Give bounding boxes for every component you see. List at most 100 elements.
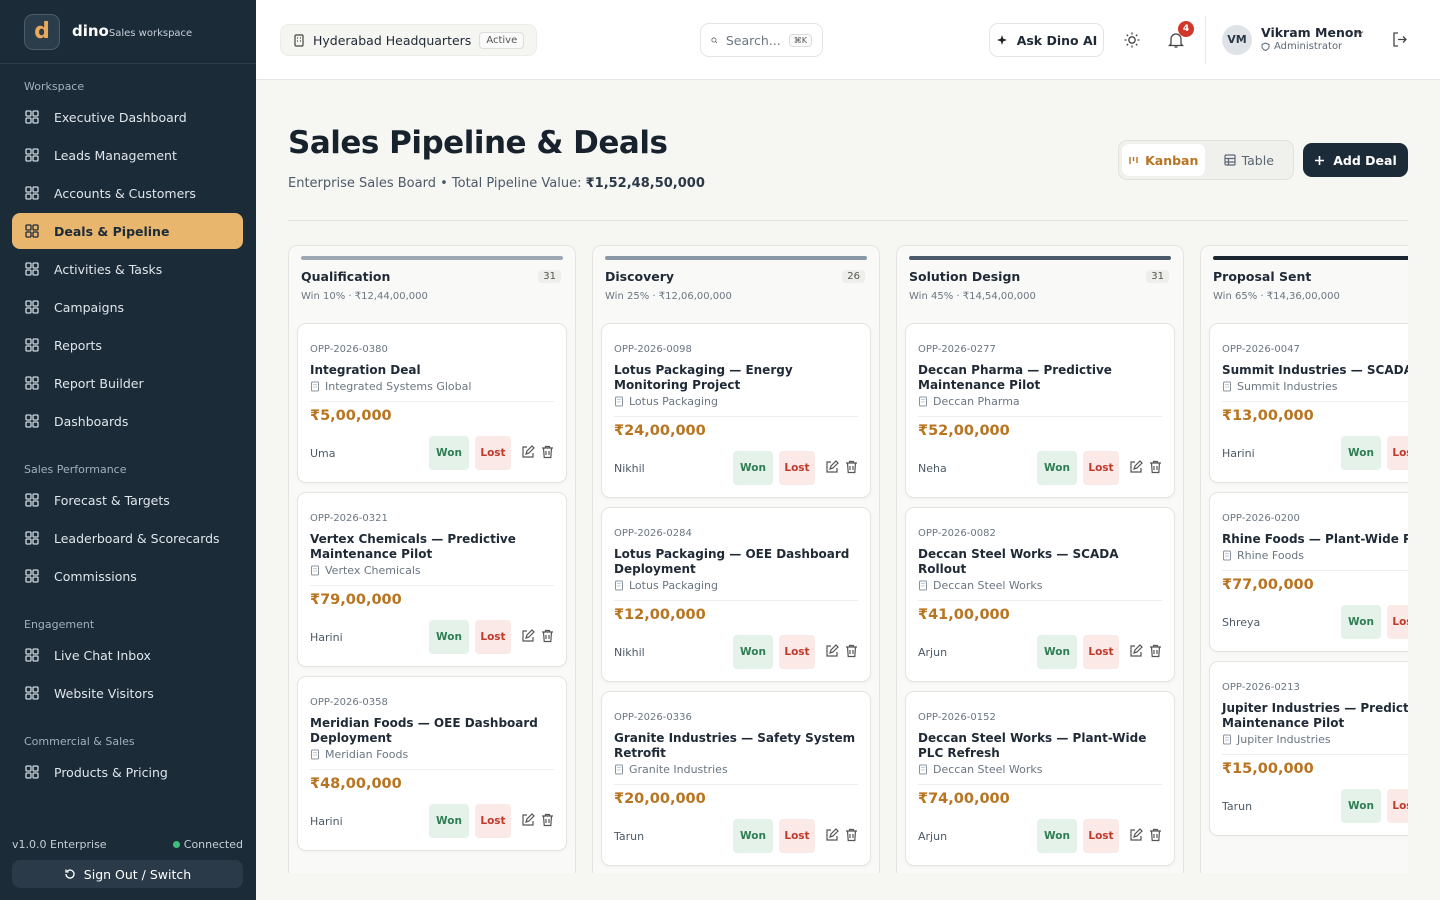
nav-item[interactable]: Executive Dashboard <box>12 99 243 135</box>
delete-button[interactable] <box>541 445 554 462</box>
deal-title[interactable]: Summit Industries — SCADA Rol <box>1222 363 1408 377</box>
deal-card[interactable]: OPP-2026-0336 Granite Industries — Safety… <box>601 691 871 866</box>
won-button[interactable]: Won <box>1037 451 1077 485</box>
delete-button[interactable] <box>845 828 858 845</box>
won-button[interactable]: Won <box>733 819 773 853</box>
delete-button[interactable] <box>1149 644 1162 661</box>
nav-item[interactable]: Forecast & Targets <box>12 482 243 518</box>
nav-item[interactable]: Leaderboard & Scorecards <box>12 520 243 556</box>
notifications-button[interactable] <box>1167 31 1185 49</box>
nav-item[interactable]: Report Builder <box>12 365 243 401</box>
delete-button[interactable] <box>541 813 554 830</box>
won-button[interactable]: Won <box>429 620 469 654</box>
deal-title[interactable]: Meridian Foods — OEE Dashboard Deploymen… <box>310 716 538 745</box>
deal-title[interactable]: Lotus Packaging — OEE Dashboard Deployme… <box>614 547 850 576</box>
nav-item[interactable]: Products & Pricing <box>12 754 243 790</box>
won-button[interactable]: Won <box>429 436 469 470</box>
nav-label: Report Builder <box>54 375 144 391</box>
table-view[interactable]: Table <box>1208 144 1291 176</box>
logout-button[interactable] <box>1391 31 1408 48</box>
delete-button[interactable] <box>541 629 554 646</box>
won-button[interactable]: Won <box>1341 605 1381 639</box>
lost-button[interactable]: Lost <box>1083 635 1119 669</box>
won-button[interactable]: Won <box>733 451 773 485</box>
lost-button[interactable]: Lost <box>1083 451 1119 485</box>
deal-amount: ₹13,00,000 <box>1222 408 1314 424</box>
lost-button[interactable]: Lost <box>1387 436 1408 470</box>
edit-button[interactable] <box>825 459 839 477</box>
deal-card[interactable]: OPP-2026-0200 Rhine Foods — Plant-Wide PL… <box>1209 492 1408 652</box>
deal-title[interactable]: Lotus Packaging — Energy Monitoring Proj… <box>614 363 793 392</box>
deal-card[interactable]: OPP-2026-0047 Summit Industries — SCADA R… <box>1209 323 1408 483</box>
ask-ai-button[interactable]: Ask Dino AI <box>989 23 1104 57</box>
nav-item[interactable]: Commissions <box>12 558 243 594</box>
edit-button[interactable] <box>521 812 535 830</box>
nav-section-title: Engagement <box>24 618 95 631</box>
edit-button[interactable] <box>1129 459 1143 477</box>
deal-id: OPP-2026-0047 <box>1222 344 1300 355</box>
nav-item[interactable]: Activities & Tasks <box>12 251 243 287</box>
search[interactable]: Search... ⌘K <box>700 23 823 57</box>
won-button[interactable]: Won <box>1341 436 1381 470</box>
nav-item[interactable]: Deals & Pipeline <box>12 213 243 249</box>
nav-item[interactable]: Campaigns <box>12 289 243 325</box>
nav-item[interactable]: Reports <box>12 327 243 363</box>
nav-item[interactable]: Leads Management <box>12 137 243 173</box>
sign-out-button[interactable]: Sign Out / Switch <box>12 860 243 888</box>
nav-item[interactable]: Accounts & Customers <box>12 175 243 211</box>
deal-title[interactable]: Integration Deal <box>310 363 421 377</box>
edit-button[interactable] <box>521 628 535 646</box>
deal-account: Meridian Foods <box>310 748 554 770</box>
deal-title[interactable]: Granite Industries — Safety System Retro… <box>614 731 856 760</box>
won-button[interactable]: Won <box>1037 635 1077 669</box>
user-name[interactable]: Vikram Menon <box>1261 25 1363 40</box>
lost-button[interactable]: Lost <box>1387 789 1408 823</box>
edit-button[interactable] <box>825 827 839 845</box>
won-button[interactable]: Won <box>1037 819 1077 853</box>
edit-button[interactable] <box>825 643 839 661</box>
lost-button[interactable]: Lost <box>779 635 815 669</box>
user-menu-caret[interactable] <box>1356 29 1364 37</box>
delete-button[interactable] <box>1149 828 1162 845</box>
delete-button[interactable] <box>1149 460 1162 477</box>
deal-title[interactable]: Rhine Foods — Plant-Wide PLC R <box>1222 532 1408 546</box>
deal-card[interactable]: OPP-2026-0213 Jupiter Industries — Predic… <box>1209 661 1408 836</box>
location-selector[interactable]: Hyderabad Headquarters Active <box>280 24 538 56</box>
nav-item[interactable]: Website Visitors <box>12 675 243 711</box>
add-deal-button[interactable]: Add Deal <box>1303 143 1408 177</box>
kanban-view[interactable]: Kanban <box>1122 144 1205 176</box>
edit-button[interactable] <box>1129 827 1143 845</box>
lost-button[interactable]: Lost <box>475 804 511 838</box>
deal-card[interactable]: OPP-2026-0358 Meridian Foods — OEE Dashbo… <box>297 676 567 851</box>
won-button[interactable]: Won <box>733 635 773 669</box>
edit-button[interactable] <box>1129 643 1143 661</box>
deal-title[interactable]: Deccan Steel Works — SCADA Rollout <box>918 547 1119 576</box>
deal-title[interactable]: Deccan Steel Works — Plant-Wide PLC Refr… <box>918 731 1147 760</box>
lost-button[interactable]: Lost <box>779 819 815 853</box>
deal-title[interactable]: Vertex Chemicals — Predictive Maintenanc… <box>310 532 516 561</box>
nav-item[interactable]: Live Chat Inbox <box>12 637 243 673</box>
deal-title[interactable]: Deccan Pharma — Predictive Maintenance P… <box>918 363 1112 392</box>
deal-card[interactable]: OPP-2026-0277 Deccan Pharma — Predictive … <box>905 323 1175 498</box>
lost-button[interactable]: Lost <box>1083 819 1119 853</box>
lost-button[interactable]: Lost <box>475 620 511 654</box>
lost-button[interactable]: Lost <box>1387 605 1408 639</box>
avatar[interactable]: VM <box>1222 25 1252 55</box>
edit-button[interactable] <box>521 444 535 462</box>
deal-card[interactable]: OPP-2026-0284 Lotus Packaging — OEE Dashb… <box>601 507 871 682</box>
deal-card[interactable]: OPP-2026-0098 Lotus Packaging — Energy Mo… <box>601 323 871 498</box>
deal-title[interactable]: Jupiter Industries — Predictive Maintena… <box>1222 701 1408 730</box>
won-button[interactable]: Won <box>429 804 469 838</box>
deal-card[interactable]: OPP-2026-0321 Vertex Chemicals — Predicti… <box>297 492 567 667</box>
won-button[interactable]: Won <box>1341 789 1381 823</box>
nav-item[interactable]: Dashboards <box>12 403 243 439</box>
deal-card[interactable]: OPP-2026-0152 Deccan Steel Works — Plant-… <box>905 691 1175 866</box>
theme-toggle[interactable] <box>1123 31 1141 49</box>
deal-card[interactable]: OPP-2026-0082 Deccan Steel Works — SCADA … <box>905 507 1175 682</box>
delete-button[interactable] <box>845 644 858 661</box>
lost-button[interactable]: Lost <box>779 451 815 485</box>
logo[interactable]: d <box>24 14 60 50</box>
lost-button[interactable]: Lost <box>475 436 511 470</box>
delete-button[interactable] <box>845 460 858 477</box>
deal-card[interactable]: OPP-2026-0380 Integration Deal Integrated … <box>297 323 567 483</box>
